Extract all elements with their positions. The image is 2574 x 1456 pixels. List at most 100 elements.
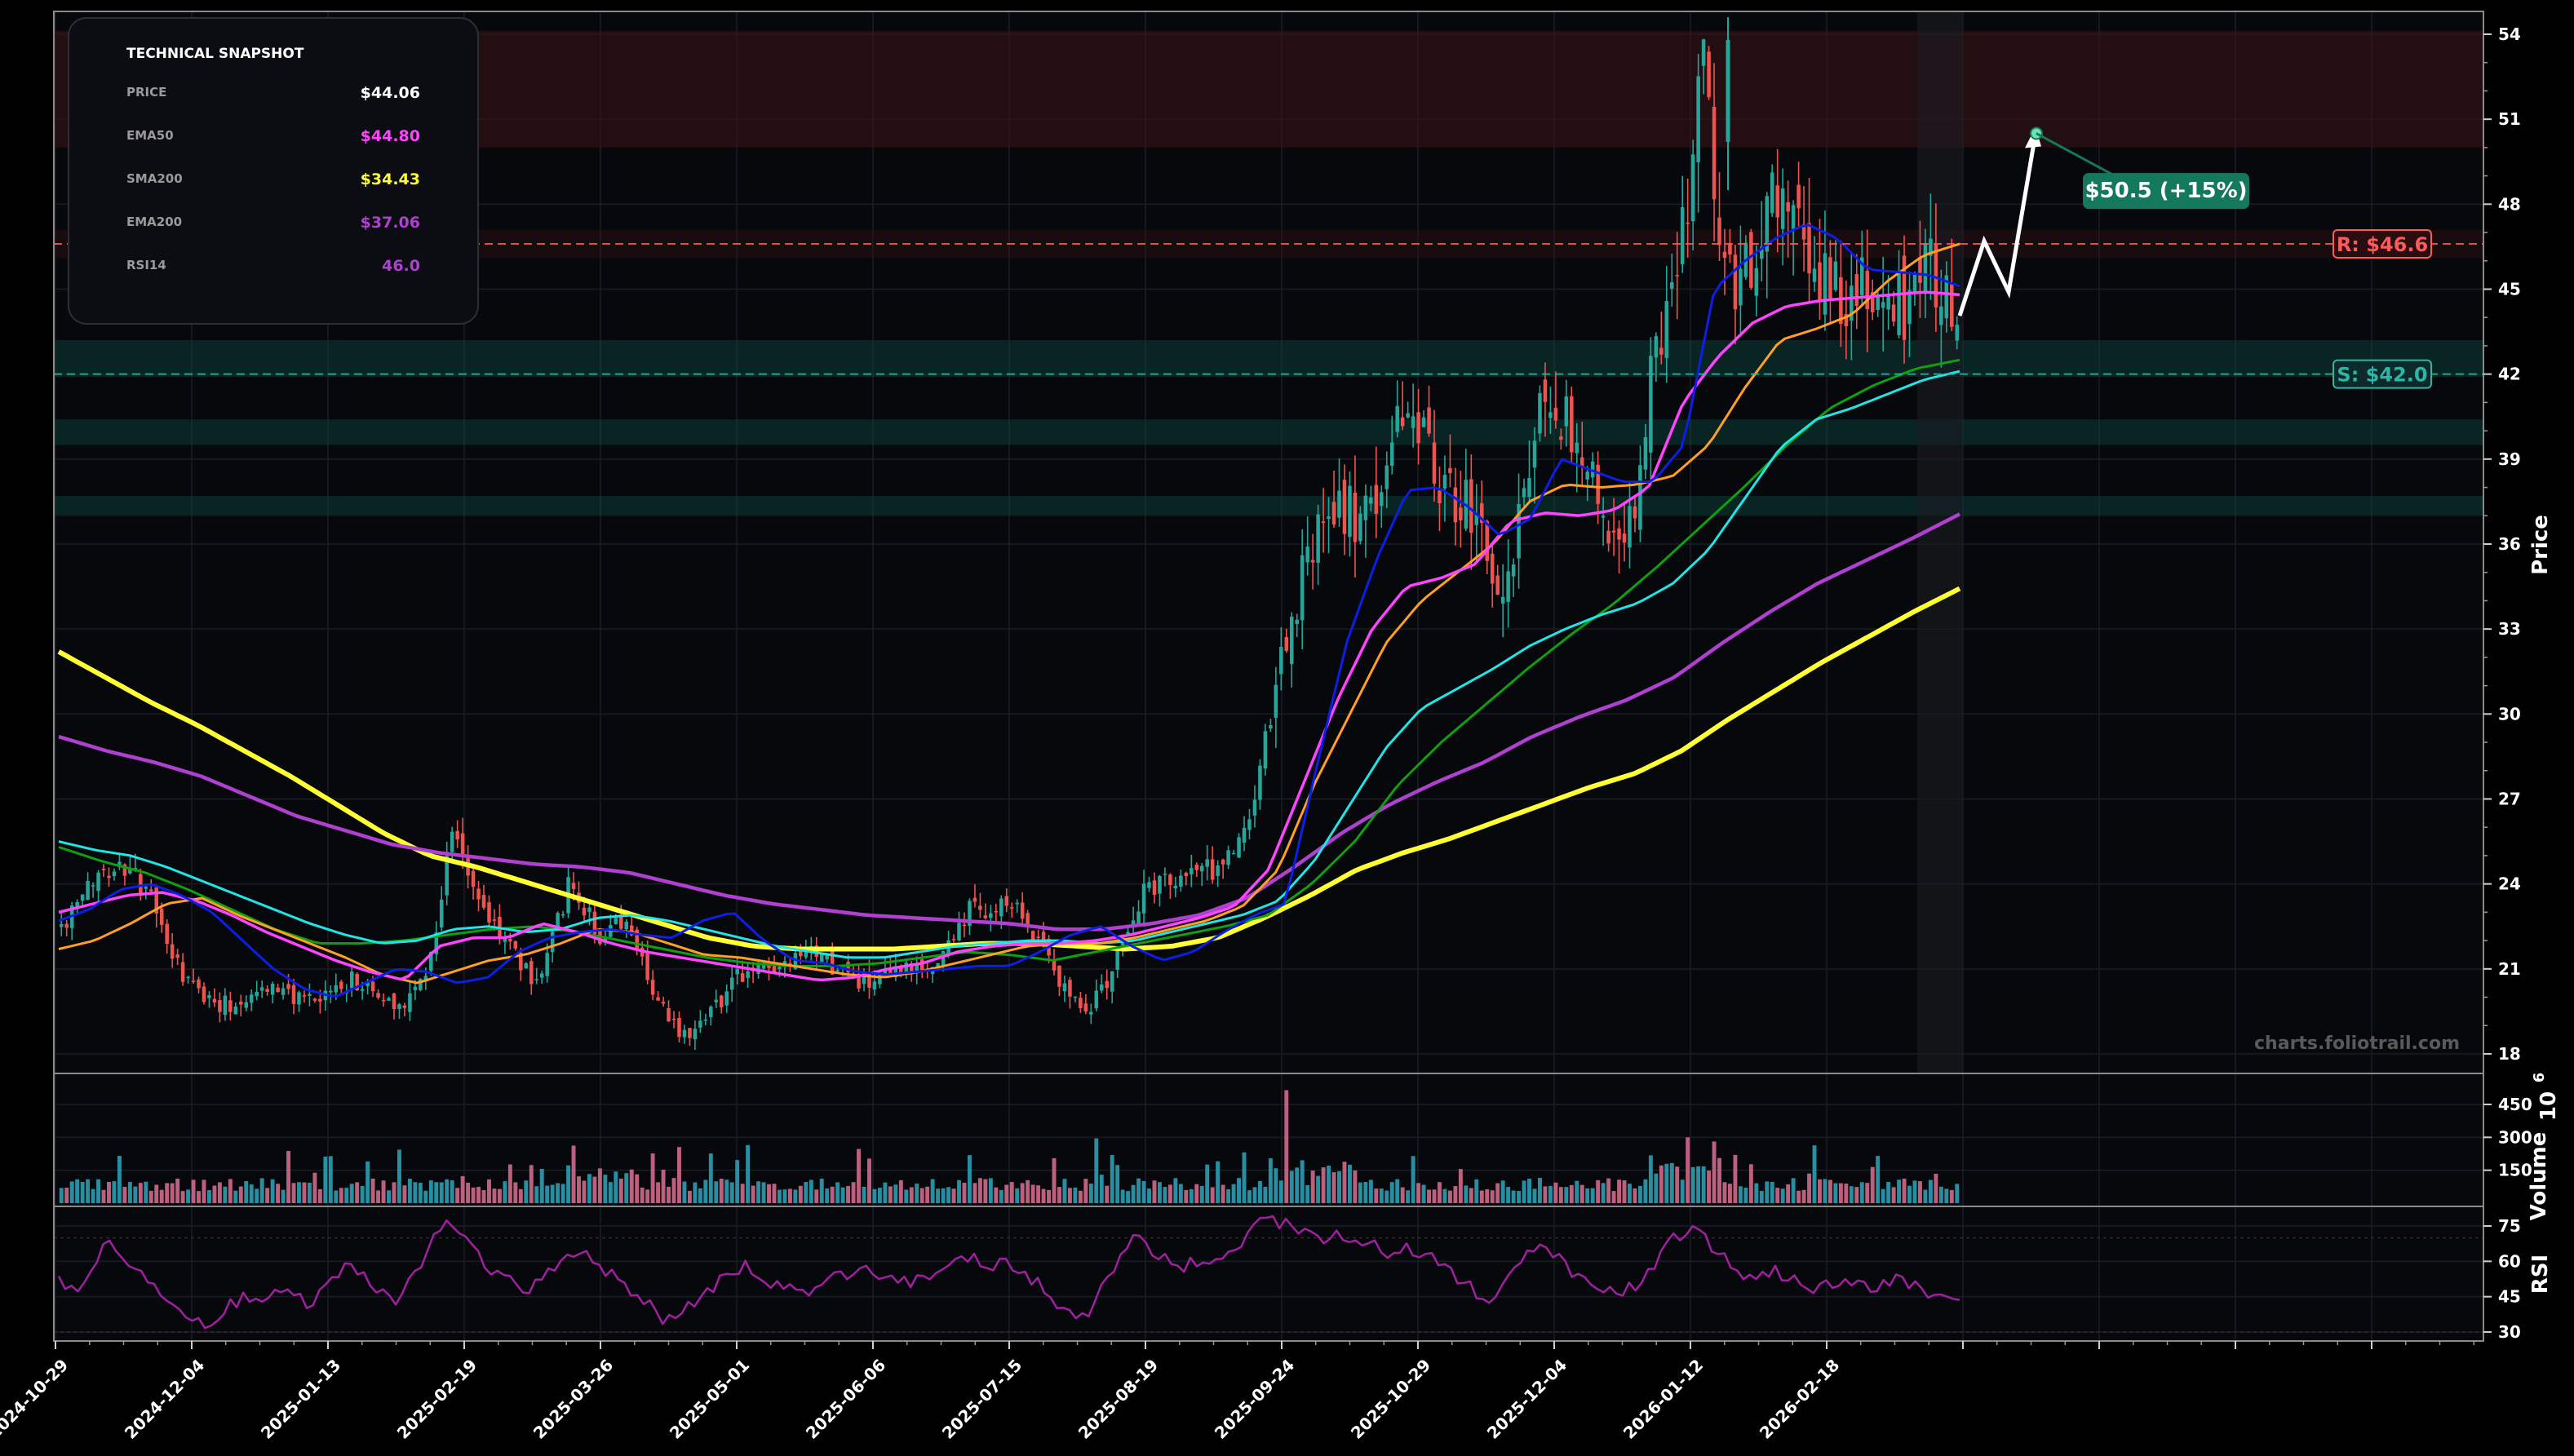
candle-body [455, 830, 459, 840]
candle-body [1844, 314, 1849, 327]
volume-bar [423, 1190, 428, 1203]
volume-bar [238, 1186, 243, 1203]
volume-bar [782, 1189, 787, 1203]
target-tag-label: $50.5 (+15%) [2084, 179, 2247, 203]
volume-bar [1490, 1190, 1495, 1203]
volume-bar [518, 1188, 523, 1203]
candle-body [677, 1018, 681, 1038]
volume-bar [339, 1188, 343, 1203]
candle-body [1570, 396, 1574, 453]
volume-bar [835, 1182, 840, 1203]
watermark: charts.foliotrail.com [2254, 1033, 2460, 1054]
candle-body [165, 923, 169, 945]
volume-bar [640, 1187, 645, 1203]
candle-body [349, 971, 354, 989]
candle-body [688, 1028, 692, 1038]
volume-bar [281, 1189, 286, 1203]
volume-bar [1743, 1188, 1748, 1203]
volume-bar [59, 1188, 64, 1203]
candle-body [1459, 507, 1463, 521]
candle-body [936, 963, 940, 969]
candle-body [64, 923, 69, 928]
volume-bar [1094, 1138, 1099, 1203]
volume-bar [1833, 1183, 1838, 1203]
candle-body [1152, 880, 1157, 895]
candle-body [1854, 274, 1859, 306]
candle-body [1295, 619, 1300, 625]
volume-bar [1015, 1188, 1020, 1203]
candle-body [1284, 637, 1289, 651]
volume-bar [967, 1155, 972, 1203]
candle-body [1448, 467, 1452, 473]
volume-bar [1934, 1173, 1938, 1203]
volume-bar [941, 1188, 946, 1203]
volume-bar [1770, 1181, 1774, 1203]
candle-body [592, 911, 597, 935]
candle-body [1163, 874, 1167, 875]
volume-bar [1115, 1165, 1120, 1203]
volume-bar [402, 1185, 407, 1203]
candle-body [1327, 516, 1331, 520]
candle-body [740, 973, 745, 982]
volume-bar [1400, 1187, 1405, 1203]
candle-body [1105, 980, 1110, 989]
volume-bar [962, 1183, 967, 1203]
volume-bar [323, 1156, 328, 1203]
volume-bar [186, 1189, 191, 1203]
candle-body [1902, 255, 1907, 340]
volume-bar [1807, 1173, 1812, 1203]
volume-bar [503, 1181, 507, 1203]
volume-bar [1722, 1182, 1727, 1203]
volume-bar [69, 1181, 74, 1203]
candle-body [154, 887, 159, 914]
volume-bar [1316, 1175, 1321, 1203]
candle-body [1907, 290, 1912, 325]
candle-body [75, 901, 79, 908]
support-zone [54, 495, 2483, 516]
rsi-panel-border [53, 1206, 2484, 1342]
volume-bar [777, 1189, 782, 1203]
candle-body [276, 987, 280, 993]
ma-line-ema20 [58, 223, 1960, 998]
volume-bar [1748, 1164, 1753, 1203]
candle-body [101, 869, 106, 870]
snapshot-rows: PRICE $44.06 EMA50 $44.80 SMA200 $34.43 EMA200… [126, 84, 420, 275]
volume-bar [872, 1188, 877, 1203]
ma-line-ema100 [58, 370, 1960, 959]
candle-body [888, 968, 893, 975]
snapshot-box [68, 17, 479, 325]
volume-bar [545, 1185, 550, 1203]
candle-body [550, 932, 555, 953]
volume-bar [761, 1182, 766, 1203]
volume-bar [1738, 1186, 1743, 1203]
snapshot-value: $34.43 [361, 170, 420, 188]
candle-body [767, 965, 771, 968]
volume-bar [291, 1183, 296, 1203]
volume-bar [1643, 1179, 1648, 1203]
volume-bar [1818, 1179, 1822, 1203]
volume-bar [915, 1184, 919, 1203]
volume-bar [1648, 1155, 1653, 1203]
volume-bar [862, 1186, 866, 1203]
candle-body [1680, 207, 1685, 264]
volume-bar [1479, 1190, 1484, 1203]
technical-snapshot: TECHNICAL SNAPSHOT PRICE $44.06 EMA50 $44.8… [68, 17, 479, 325]
candle-body [1406, 413, 1410, 418]
candle-body [1495, 575, 1500, 595]
volume-bar [1099, 1175, 1104, 1203]
candle-body [1585, 471, 1589, 480]
candle-body [291, 985, 296, 1004]
candle-body [571, 883, 576, 889]
candle-body [1380, 492, 1384, 507]
volume-bar [1949, 1189, 1954, 1203]
candle-body [1659, 347, 1664, 355]
candle-body [1622, 533, 1627, 543]
candle-body [539, 973, 544, 978]
volume-bar [365, 1161, 370, 1203]
candle-body [656, 997, 660, 1001]
volume-bar [1881, 1188, 1885, 1203]
support-tag-box [2333, 359, 2432, 389]
volume-bar [893, 1184, 898, 1203]
ma-line-ema50 [58, 290, 1960, 982]
candle-body [560, 914, 565, 916]
